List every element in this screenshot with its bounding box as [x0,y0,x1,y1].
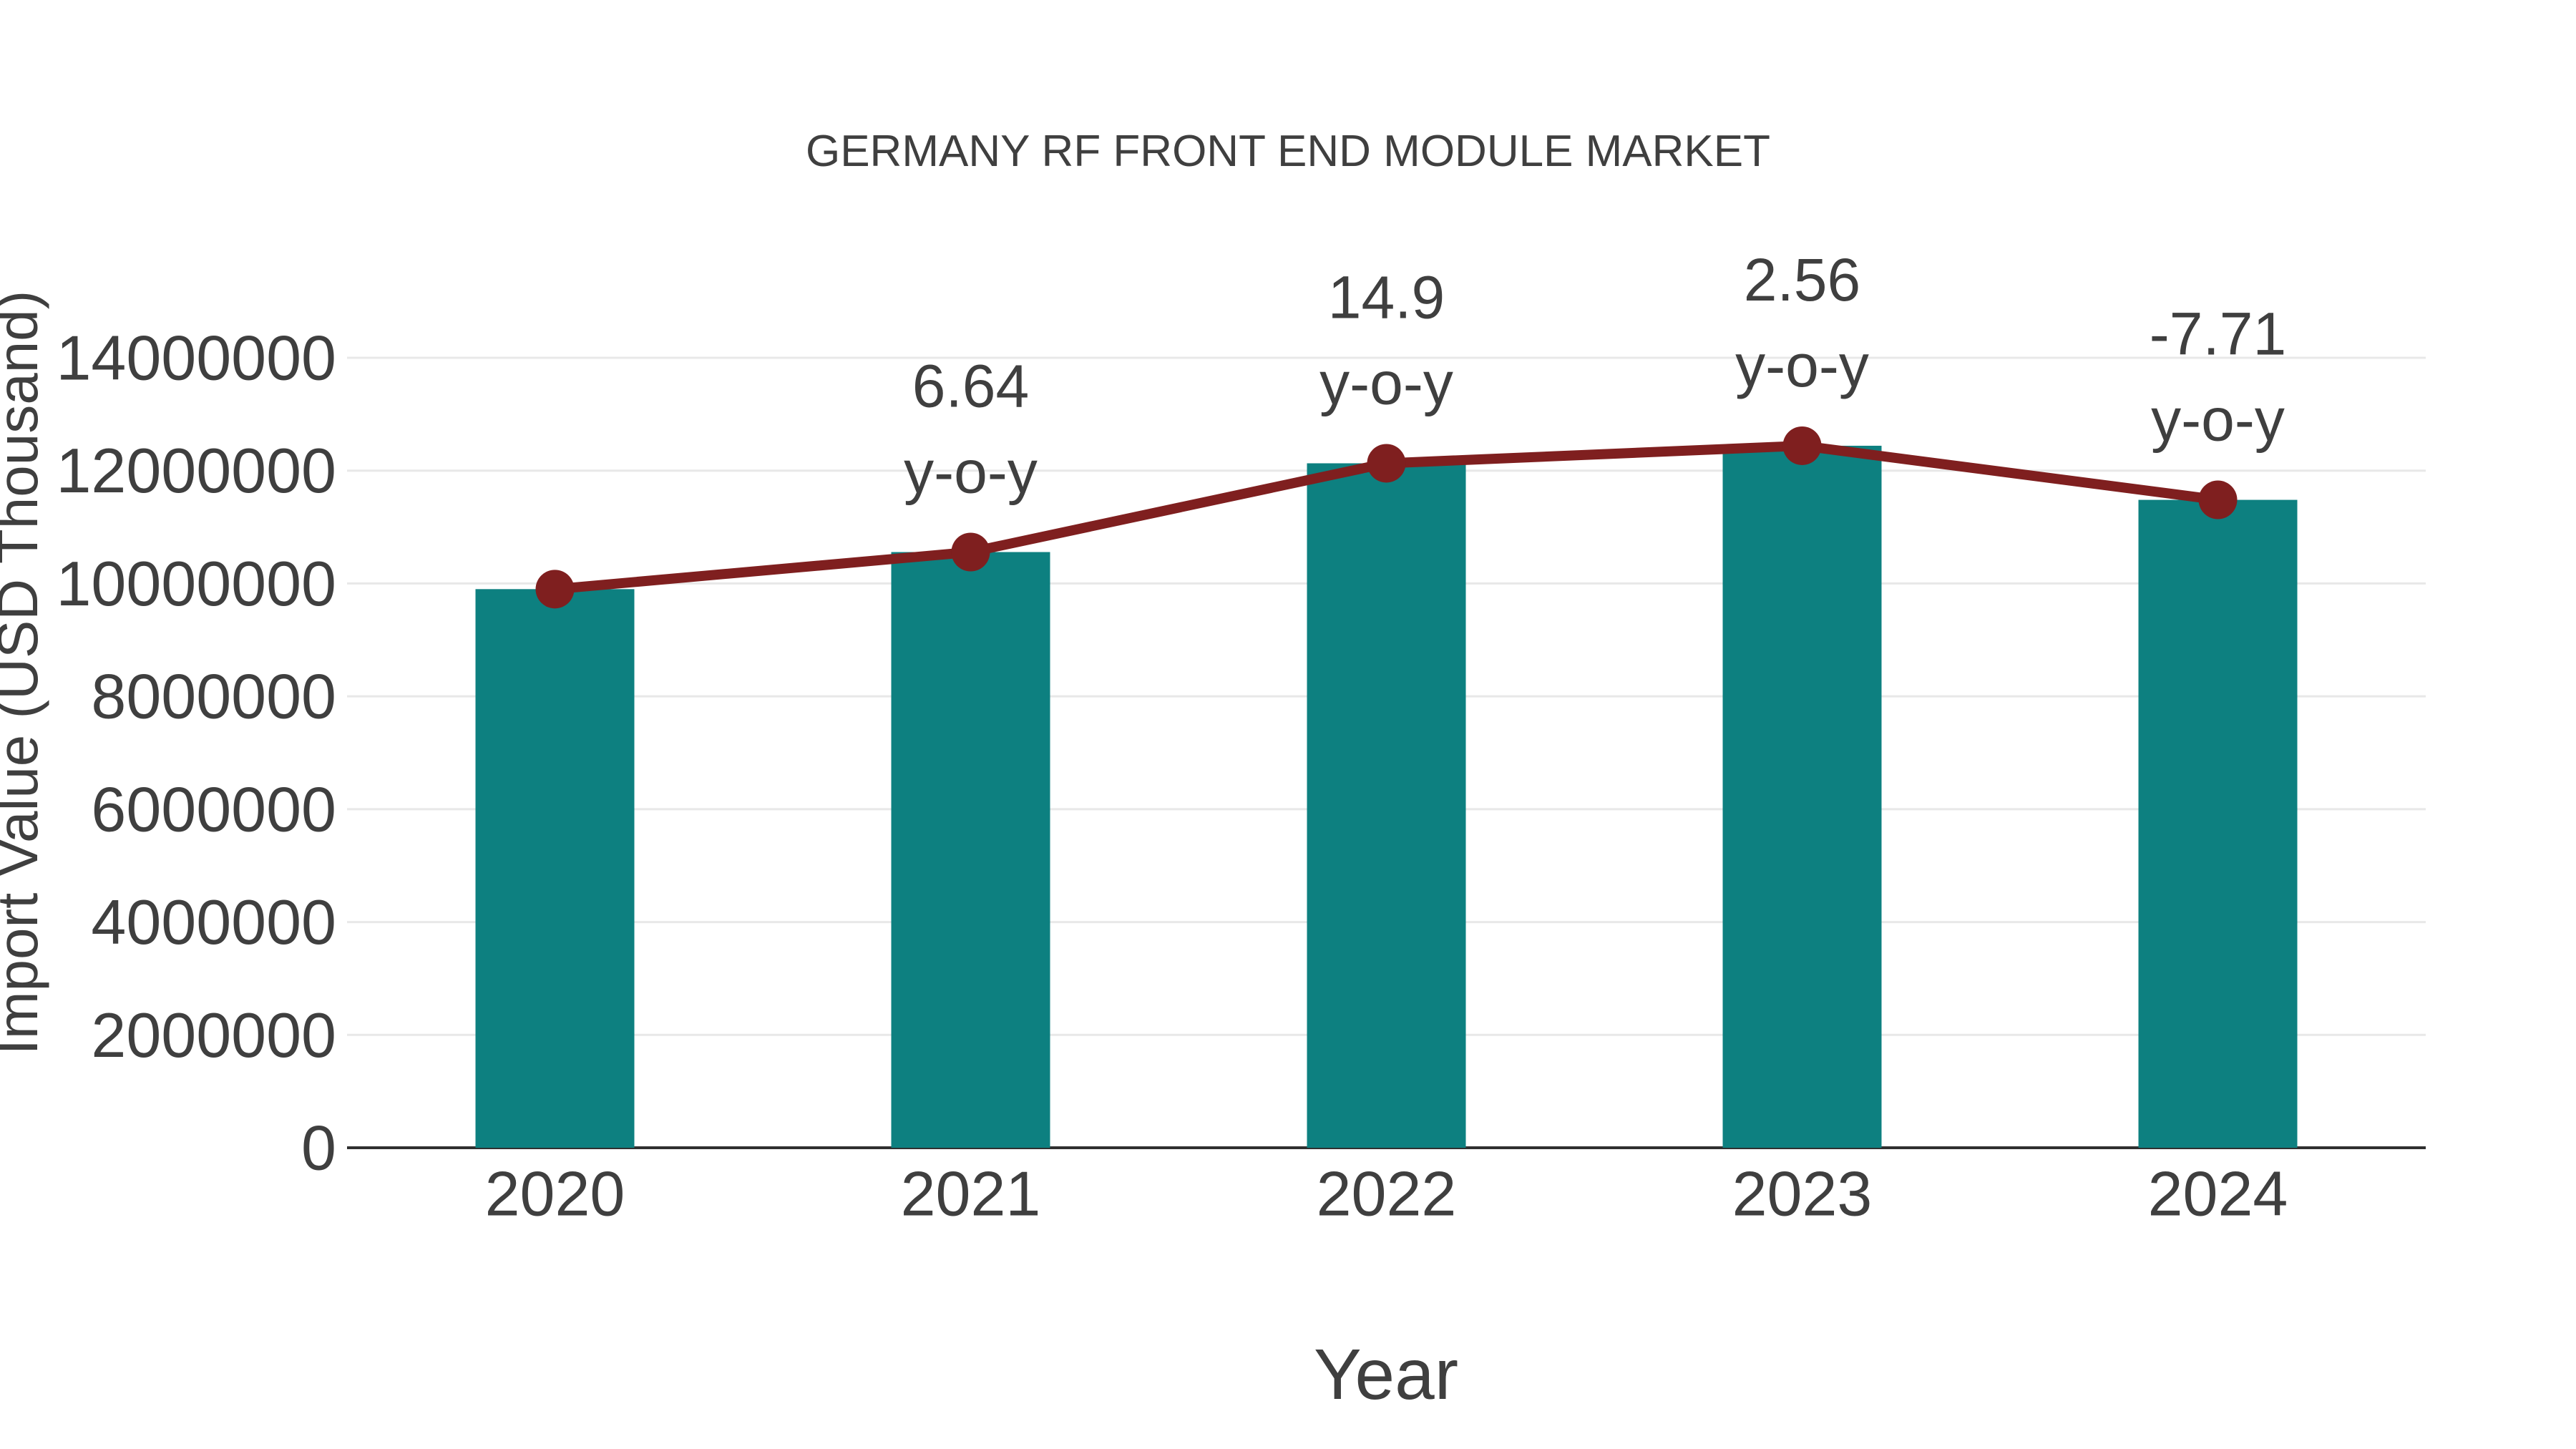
line-marker-2024 [2198,480,2238,519]
annotation-value: -7.71 [2150,301,2286,368]
bar-2022 [1307,463,1466,1148]
x-axis-label: Year [1314,1335,1458,1415]
x-tick-label-2020: 2020 [485,1158,625,1229]
bar-2024 [2138,499,2298,1148]
y-tick-label: 12000000 [56,435,336,506]
x-tick-label-2022: 2022 [1317,1158,1457,1229]
annotation-value: 14.9 [1328,263,1445,331]
line-marker-2021 [951,532,990,572]
annotation-value: 6.64 [912,353,1030,420]
x-axis-tick-labels: 2020 2021 2022 2023 2024 [485,1158,2288,1229]
annotations: 6.64 y-o-y 14.9 y-o-y 2.56 y-o-y -7.71 y-o-y [904,246,2286,506]
x-tick-label-2021: 2021 [901,1158,1041,1229]
annotation-suffix: y-o-y [2151,386,2285,454]
bar-2020 [475,589,635,1148]
chart-title: GERMANY RF FRONT END MODULE MARKET [806,127,1770,176]
y-tick-label: 8000000 [91,661,336,732]
y-tick-label: 10000000 [56,548,336,619]
bar-2023 [1722,445,1882,1148]
line-marker-2023 [1782,426,1822,465]
y-axis-label: Import Value (USD Thousand) [0,291,49,1055]
line-series [535,426,2238,609]
y-tick-label: 4000000 [91,887,336,957]
y-tick-label: 14000000 [56,323,336,394]
y-axis-tick-labels: 0 2000000 4000000 6000000 8000000 10000000 120… [56,323,336,1184]
annotation-suffix: y-o-y [1319,349,1453,416]
bar-2021 [891,552,1050,1148]
y-tick-label: 6000000 [91,774,336,844]
x-tick-label-2024: 2024 [2148,1158,2288,1229]
y-tick-label: 2000000 [91,1000,336,1070]
annotation-value: 2.56 [1744,246,1861,313]
annotation-suffix: y-o-y [1735,332,1869,399]
bar-series [475,445,2298,1148]
line-marker-2022 [1367,444,1406,483]
line-marker-2020 [535,570,575,609]
x-tick-label-2023: 2023 [1732,1158,1873,1229]
y-tick-label: 0 [301,1113,336,1184]
annotation-suffix: y-o-y [904,439,1038,506]
